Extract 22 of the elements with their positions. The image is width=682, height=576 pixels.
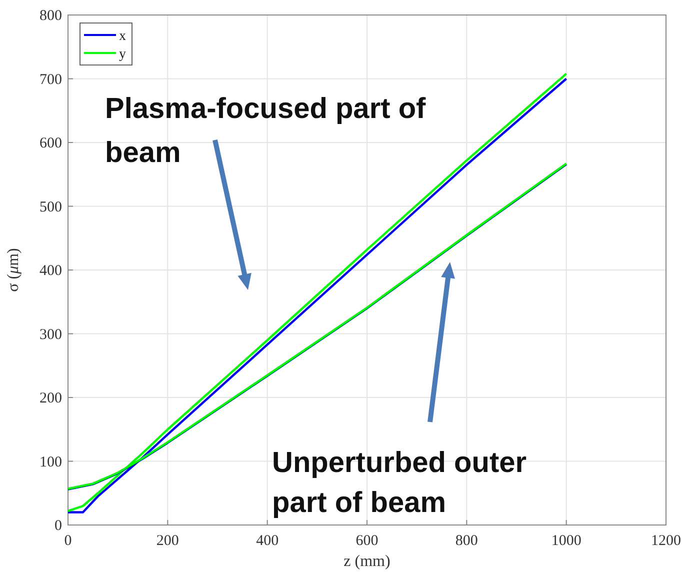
y-tick-label: 200 [40, 390, 62, 406]
x-tick-label: 0 [64, 533, 72, 549]
annotation: Plasma-focused part of beam [105, 93, 426, 169]
y-tick-label: 700 [40, 72, 62, 88]
x-tick-label: 800 [455, 533, 478, 549]
y-tick-label: 800 [40, 8, 62, 24]
annotation: Unperturbed outer part of beam [272, 447, 527, 519]
y-tick-label: 100 [40, 454, 62, 470]
x-tick-label: 1200 [651, 533, 681, 549]
x-tick-label: 600 [356, 533, 378, 549]
x-tick-label: 1000 [551, 533, 582, 549]
legend-label: y [119, 47, 126, 62]
x-tick-label: 200 [156, 533, 179, 549]
legend-label: x [119, 29, 126, 44]
y-tick-label: 600 [40, 136, 62, 152]
y-tick-label: 0 [54, 518, 62, 534]
x-axis-title: z (mm) [344, 553, 390, 570]
y-tick-label: 500 [40, 199, 62, 216]
x-tick-label: 400 [256, 533, 279, 549]
y-tick-label: 400 [40, 263, 62, 279]
y-axis-title: σ (μm) [5, 248, 22, 292]
y-tick-label: 300 [40, 326, 62, 343]
